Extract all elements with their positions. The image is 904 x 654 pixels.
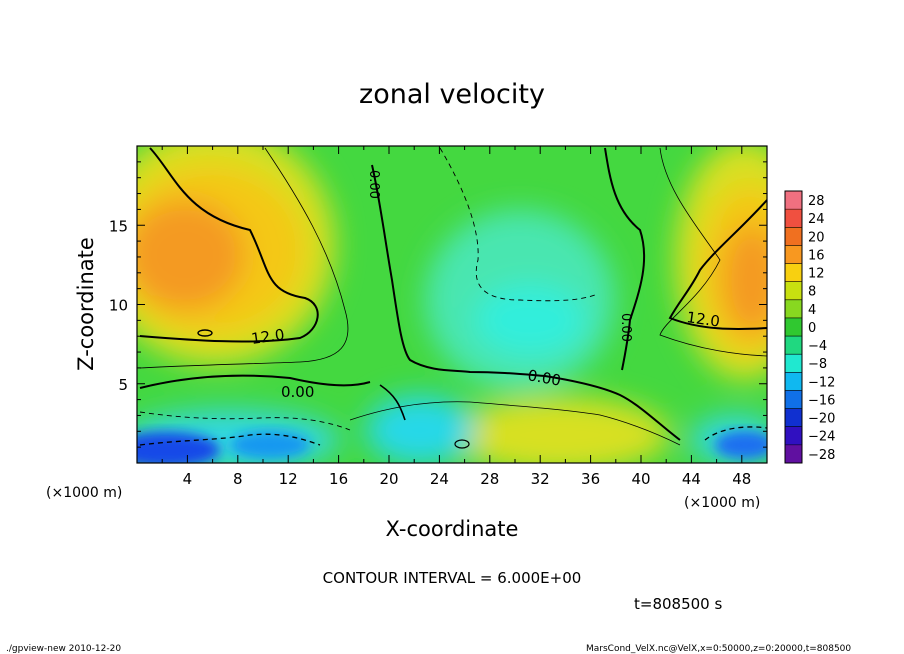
colorbar-swatch: [785, 281, 802, 301]
x-tick-label: 12: [279, 470, 298, 488]
x-tick-label: 40: [631, 470, 650, 488]
colorbar-label: 16: [808, 248, 825, 263]
contour-label: 0.00: [281, 383, 314, 401]
contour-label: 0.00: [618, 313, 633, 342]
contour-label: 0.00: [526, 366, 562, 390]
x-tick-label: 4: [183, 470, 193, 488]
colorbar-label: −8: [808, 357, 827, 372]
footer-right: MarsCond_VelX.nc@VelX,x=0:50000,z=0:2000…: [586, 644, 851, 654]
y-tick-label: 10: [109, 297, 128, 315]
colorbar-label: −4: [808, 339, 827, 354]
x-tick-label: 28: [480, 470, 499, 488]
colorbar-swatch: [785, 426, 802, 446]
colorbar-swatch: [785, 317, 802, 337]
time-text: t=808500 s: [634, 595, 722, 613]
colorbar-label: 0: [808, 321, 816, 336]
colorbar-label: −24: [808, 430, 835, 445]
colorbar-swatch: [785, 408, 802, 428]
colorbar-swatch: [785, 354, 802, 373]
x-tick-label: 36: [581, 470, 600, 488]
x-tick-label: 44: [682, 470, 701, 488]
x-tick-label: 24: [430, 470, 449, 488]
colorbar-label: 4: [808, 303, 816, 318]
colorbar-swatch: [785, 444, 802, 464]
x-unit-label-right: (×1000 m): [684, 495, 760, 511]
colorbar-label: −28: [808, 448, 835, 463]
x-tick-label: 20: [379, 470, 398, 488]
colorbar-swatch: [785, 390, 802, 410]
x-tick-label: 8: [233, 470, 243, 488]
colorbar-swatch: [785, 209, 802, 228]
colorbar-label: 24: [808, 212, 825, 227]
x-axis-label: X-coordinate: [386, 517, 519, 541]
x-unit-label: (×1000 m): [46, 485, 122, 501]
colorbar-frame: [784, 190, 803, 464]
colorbar-swatch: [785, 336, 802, 355]
contour-label: 0.00: [366, 170, 381, 199]
contour-label: 12.0: [250, 325, 286, 347]
x-tick-label: 32: [531, 470, 550, 488]
x-tick-label: 48: [732, 470, 751, 488]
contour-label: 12.0: [685, 308, 721, 330]
colorbar-label: −12: [808, 375, 835, 390]
y-axis-label: Z-coordinate: [74, 237, 98, 371]
x-tick-label: 16: [329, 470, 348, 488]
colorbar-swatch: [785, 372, 802, 391]
colorbar-label: 20: [808, 230, 825, 245]
colorbar-swatch: [785, 299, 802, 319]
y-tick-label: 15: [109, 217, 128, 235]
colorbar-label: −16: [808, 393, 835, 408]
colorbar-label: 12: [808, 267, 825, 282]
colorbar-swatch: [785, 227, 802, 246]
colorbar-swatch: [785, 191, 802, 210]
y-tick-label: 5: [118, 376, 128, 394]
chart-title: zonal velocity: [359, 79, 545, 110]
colorbar-swatch: [785, 245, 802, 265]
colorbar-label: −20: [808, 412, 835, 427]
contour-interval-text: CONTOUR INTERVAL = 6.000E+00: [323, 569, 582, 587]
colorbar-label: 8: [808, 285, 816, 300]
colorbar: 28 24 20 16 12 8 4 0 −4 −8 −12 −16 −20 −24 −28: [784, 190, 835, 464]
footer-left: ./gpview-new 2010-12-20: [6, 644, 121, 654]
colorbar-label: 28: [808, 194, 825, 209]
heatmap-field: [137, 146, 767, 463]
colorbar-swatch: [785, 263, 802, 283]
